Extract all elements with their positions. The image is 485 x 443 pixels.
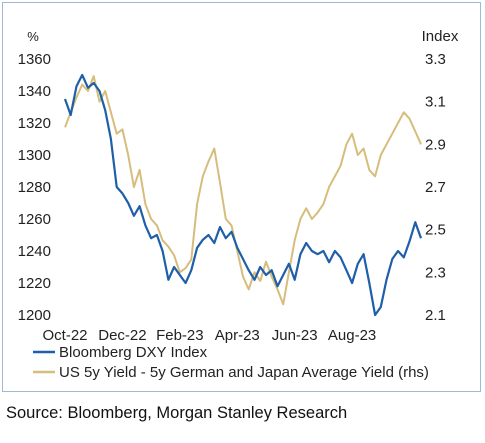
y-left-tick-label: 1320	[18, 115, 51, 132]
source-note: Source: Bloomberg, Morgan Stanley Resear…	[6, 404, 348, 422]
dual-axis-line-chart: % Index 1200 1220 1240 1260 1280 1300 1320 1340 13…	[18, 28, 459, 381]
y-right-tick-label: 2.1	[425, 307, 446, 324]
x-tick-label: Feb-23	[156, 327, 204, 344]
y-left-unit-label: %	[27, 29, 39, 44]
y-left-tick-label: 1300	[18, 147, 51, 164]
x-tick-label: Apr-23	[215, 327, 260, 344]
chart-frame: % Index 1200 1220 1240 1260 1280 1300 1320 1340 13…	[2, 2, 481, 392]
y-left-tick-label: 1240	[18, 243, 51, 260]
y-left-tick-label: 1260	[18, 211, 51, 228]
legend-entry: US 5y Yield - 5y German and Japan Averag…	[59, 364, 429, 381]
x-tick-label: Oct-22	[42, 327, 87, 344]
y-left-tick-label: 1360	[18, 51, 51, 68]
y-left-tick-label: 1200	[18, 307, 51, 324]
y-right-tick-label: 3.1	[425, 94, 446, 111]
series-line-yield-spread	[64, 75, 422, 306]
legend: Bloomberg DXY Index US 5y Yield - 5y Germ…	[33, 344, 429, 381]
x-tick-label: Jun-23	[272, 327, 318, 344]
legend-entry: Bloomberg DXY Index	[59, 344, 208, 361]
y-left-tick-label: 1220	[18, 275, 51, 292]
y-right-tick-label: 2.5	[425, 222, 446, 239]
plot-area	[63, 73, 423, 317]
y-left-tick-label: 1340	[18, 83, 51, 100]
y-right-unit-label: Index	[422, 28, 459, 45]
x-tick-label: Aug-23	[328, 327, 376, 344]
axes: % Index 1200 1220 1240 1260 1280 1300 1320 1340 13…	[18, 28, 459, 344]
y-left-tick-label: 1280	[18, 179, 51, 196]
y-right-tick-label: 2.7	[425, 179, 446, 196]
y-right-tick-label: 2.9	[425, 136, 446, 153]
series-line-dxy	[63, 73, 423, 317]
y-right-tick-label: 2.3	[425, 264, 446, 281]
y-right-tick-label: 3.3	[425, 51, 446, 68]
x-tick-label: Dec-22	[98, 327, 146, 344]
